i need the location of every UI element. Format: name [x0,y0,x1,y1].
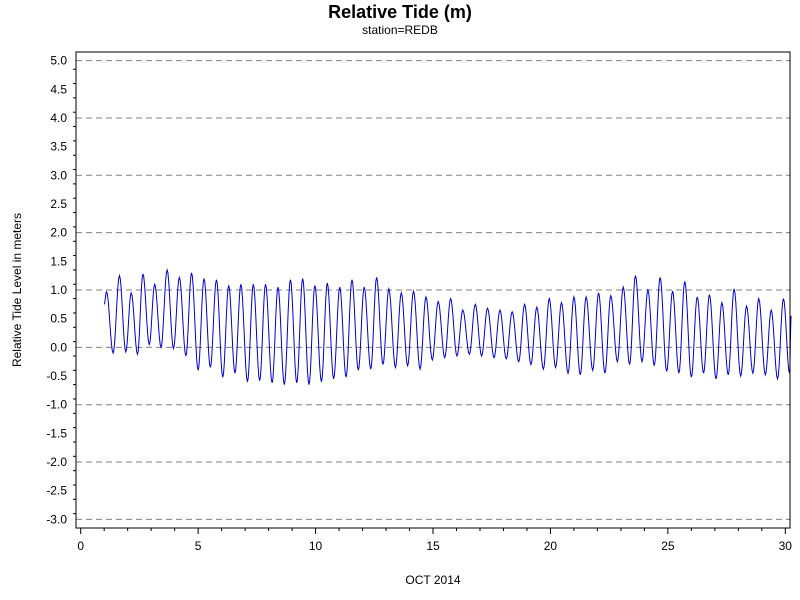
y-tick-label: 3.5 [50,140,67,154]
y-tick-label: -1.5 [46,426,67,440]
y-tick-label: 1.0 [50,283,67,297]
tide-series-line [103,267,792,385]
gridlines [76,60,790,520]
plot-frame [75,51,791,529]
y-axis-label: Relative Tide Level in meters [10,213,24,367]
series-layer [103,267,792,385]
y-tick-label: -2.0 [46,455,67,469]
x-tick-label: 20 [544,539,558,553]
x-axis-label: OCT 2014 [405,573,460,587]
y-tick-label: 0.0 [50,340,67,354]
x-tick-label: 10 [309,539,323,553]
chart-subtitle: station=REDB [362,23,438,37]
y-tick-label: -1.0 [46,398,67,412]
y-tick-label: 4.5 [50,82,67,96]
y-tick-label: 1.5 [50,254,67,268]
y-tick-label: 2.0 [50,226,67,240]
y-tick-label: 3.0 [50,168,67,182]
y-tick-label: -2.5 [46,484,67,498]
chart-title: Relative Tide (m) [328,2,472,22]
x-tick-label: 30 [779,539,793,553]
y-tick-label: 2.5 [50,197,67,211]
y-tick-label: 4.0 [50,111,67,125]
y-tick-label: 0.5 [50,312,67,326]
axes: -3.0 -2.5 -2.0 -1.5 -1.0 -0.5 0.0 0.5 1.0 1.5 2.0 2… [46,54,792,553]
y-tick-label: -0.5 [46,369,67,383]
y-tick-label: 5.0 [50,54,67,68]
y-tick-label: -3.0 [46,512,67,526]
x-tick-label: 0 [77,539,84,553]
x-tick-label: 5 [195,539,202,553]
x-tick-label: 15 [426,539,440,553]
x-tick-label: 25 [661,539,675,553]
